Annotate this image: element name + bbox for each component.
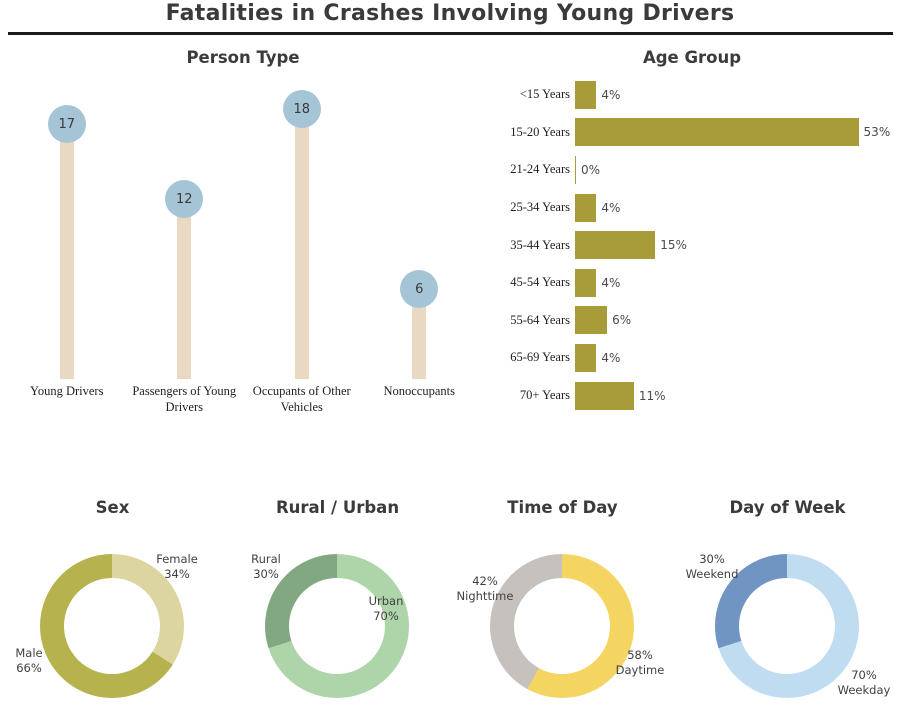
age-group-chart: Age Group <15 Years 4% 15-20 Years 53% 21-24… xyxy=(488,48,896,414)
lollipop-stem[interactable] xyxy=(177,199,192,379)
lollipop-dot[interactable]: 6 xyxy=(400,270,439,308)
age-group-row: 35-44 Years 15% xyxy=(488,226,896,264)
time-of-day-chart: Time of Day 42% Nighttime 58% Daytime xyxy=(450,482,675,709)
lollipop-category-label: Passengers of Young Drivers xyxy=(132,384,237,414)
age-value-label: 4% xyxy=(601,200,621,215)
age-category-label: 35-44 Years xyxy=(510,237,570,252)
lollipop-stem[interactable] xyxy=(412,289,427,379)
age-group-row: 55-64 Years 6% xyxy=(488,302,896,340)
lollipop-category-label: Occupants of Other Vehicles xyxy=(252,384,351,414)
age-value-label: 11% xyxy=(638,388,666,403)
lollipop-category-label: Young Drivers xyxy=(30,384,104,398)
age-value-label: 15% xyxy=(660,238,687,253)
male-segment-label: Male 66% xyxy=(15,646,43,675)
page-title: Fatalities in Crashes Involving Young Dr… xyxy=(165,1,735,26)
lollipop-area: 17 xyxy=(8,77,126,379)
rural-urban-chart: Rural / Urban Rural 30% Urban 70% xyxy=(225,482,450,709)
age-group-row: 15-20 Years 53% xyxy=(488,114,896,152)
age-group-row: 65-69 Years 4% xyxy=(488,339,896,377)
lollipop-stem[interactable] xyxy=(294,109,309,379)
day-of-week-chart: Day of Week 30% Weekend 70% Weekday xyxy=(675,482,900,709)
rural-segment-label: Rural 30% xyxy=(251,552,281,581)
lollipop-stem[interactable] xyxy=(59,124,74,379)
age-category-label: 70+ Years xyxy=(519,388,570,403)
lollipop-dot[interactable]: 18 xyxy=(282,90,321,128)
age-value-label: 4% xyxy=(601,275,621,290)
lollipop-area: 18 xyxy=(243,77,361,379)
rural-urban-donut[interactable] xyxy=(265,554,409,698)
donut-hole xyxy=(289,578,385,674)
age-group-plot: <15 Years 4% 15-20 Years 53% 21-24 Years 0% 25… xyxy=(488,76,896,414)
age-bar[interactable] xyxy=(575,80,597,109)
age-value-label: 4% xyxy=(601,87,621,102)
weekend-segment-label: 30% Weekend xyxy=(685,552,739,581)
age-category-label: 25-34 Years xyxy=(510,200,570,215)
age-value-label: 0% xyxy=(581,162,601,177)
lollipop-dot[interactable]: 17 xyxy=(47,105,86,143)
donut-hole xyxy=(739,578,835,674)
age-category-label: <15 Years xyxy=(519,87,570,102)
title-divider xyxy=(8,32,893,35)
day-of-week-title: Day of Week xyxy=(729,498,846,517)
age-group-row: 45-54 Years 4% xyxy=(488,264,896,302)
age-bar[interactable] xyxy=(575,155,576,184)
donut-hole xyxy=(64,578,160,674)
age-bar[interactable] xyxy=(575,193,597,222)
person-type-chart: Person Type 17 Young Drivers 12 Passengers … xyxy=(8,48,478,415)
daytime-segment-label: 58% Daytime xyxy=(615,648,665,677)
lollipop-column: 6 Nonoccupants xyxy=(361,77,479,415)
age-bar[interactable] xyxy=(575,381,634,410)
age-category-label: 55-64 Years xyxy=(510,312,570,327)
sex-donut[interactable] xyxy=(40,554,184,698)
age-value-label: 6% xyxy=(612,313,632,328)
donut-hole xyxy=(514,578,610,674)
time-of-day-donut[interactable] xyxy=(490,554,634,698)
donut-row: Sex Female 34% Male 66% Rural / Urban Ru… xyxy=(0,482,900,709)
age-group-title: Age Group xyxy=(642,48,742,67)
age-value-label: 53% xyxy=(863,125,891,140)
female-segment-label: Female 34% xyxy=(156,552,198,581)
age-bar[interactable] xyxy=(575,118,859,147)
lollipop-dot[interactable]: 12 xyxy=(165,180,204,218)
age-bar[interactable] xyxy=(575,306,608,335)
age-category-label: 45-54 Years xyxy=(510,275,570,290)
time-of-day-title: Time of Day xyxy=(507,498,618,517)
sex-chart: Sex Female 34% Male 66% xyxy=(0,482,225,709)
lollipop-column: 17 Young Drivers xyxy=(8,77,126,415)
lollipop-area: 12 xyxy=(126,77,244,379)
age-bar[interactable] xyxy=(575,268,597,297)
lollipop-column: 18 Occupants of Other Vehicles xyxy=(243,77,361,415)
rural-urban-title: Rural / Urban xyxy=(275,498,400,517)
sex-title: Sex xyxy=(95,498,130,517)
day-of-week-donut[interactable] xyxy=(715,554,859,698)
age-bar[interactable] xyxy=(575,343,597,372)
age-group-row: 70+ Years 11% xyxy=(488,377,896,415)
person-type-title: Person Type xyxy=(186,48,300,67)
age-group-row: 21-24 Years 0% xyxy=(488,151,896,189)
nighttime-segment-label: 42% Nighttime xyxy=(456,574,514,603)
person-type-plot: 17 Young Drivers 12 Passengers of Young Dri… xyxy=(8,77,478,415)
age-category-label: 65-69 Years xyxy=(510,350,570,365)
lollipop-area: 6 xyxy=(361,77,479,379)
age-value-label: 4% xyxy=(601,350,621,365)
age-category-label: 21-24 Years xyxy=(510,162,570,177)
age-bar[interactable] xyxy=(575,231,656,260)
age-category-label: 15-20 Years xyxy=(510,124,570,139)
urban-segment-label: Urban 70% xyxy=(368,594,404,623)
age-group-row: 25-34 Years 4% xyxy=(488,189,896,227)
lollipop-column: 12 Passengers of Young Drivers xyxy=(126,77,244,415)
age-group-row: <15 Years 4% xyxy=(488,76,896,114)
weekday-segment-label: 70% Weekday xyxy=(837,668,891,697)
lollipop-category-label: Nonoccupants xyxy=(383,384,455,398)
